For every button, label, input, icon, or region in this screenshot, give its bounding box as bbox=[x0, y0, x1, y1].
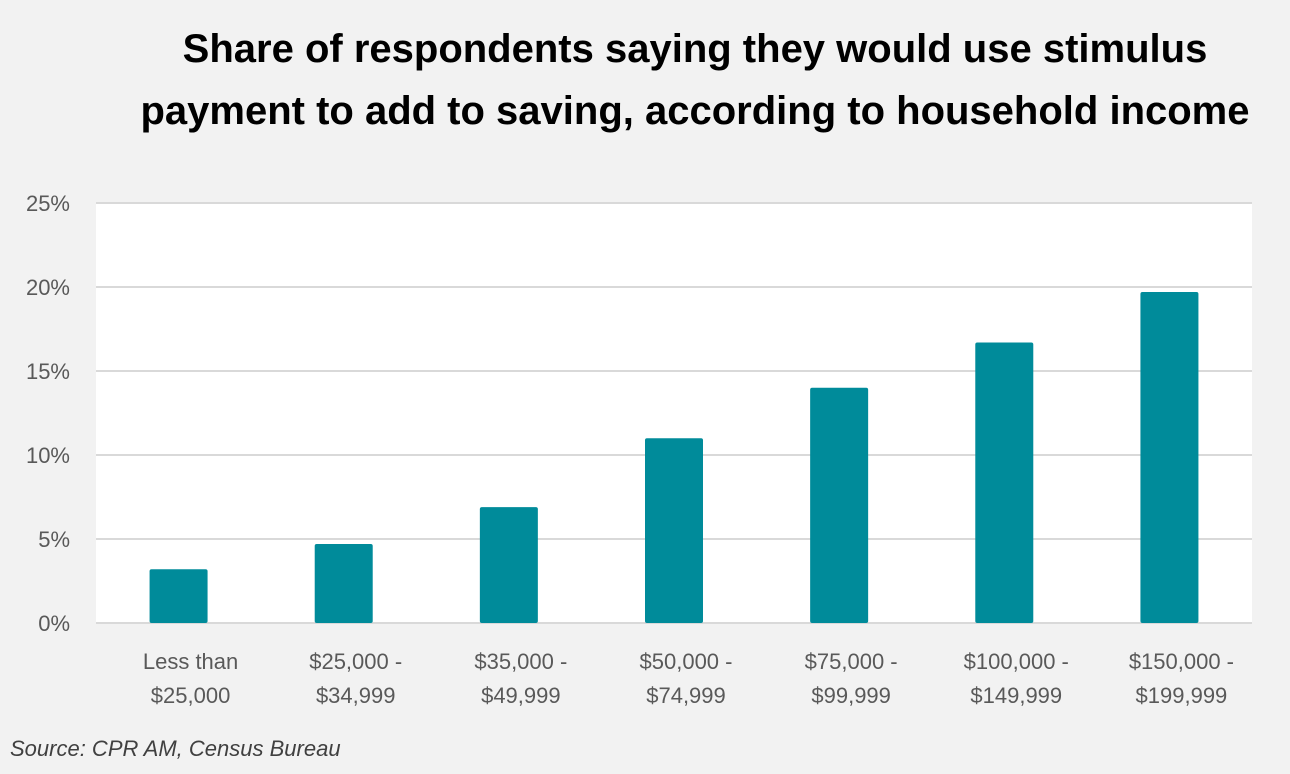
bars bbox=[149, 292, 1199, 623]
x-category-label: $35,000 -$49,999 bbox=[474, 649, 567, 708]
bar bbox=[810, 387, 869, 623]
x-category-label: $75,000 -$99,999 bbox=[805, 649, 898, 708]
bar bbox=[975, 342, 1034, 623]
x-category-label: $25,000 -$34,999 bbox=[309, 649, 402, 708]
bar bbox=[314, 544, 373, 623]
x-category-label: $100,000 -$149,999 bbox=[964, 649, 1069, 708]
bar bbox=[1140, 292, 1199, 623]
x-category-label: $50,000 -$74,999 bbox=[640, 649, 733, 708]
bar bbox=[149, 569, 208, 623]
x-category-label: Less than $25,000 bbox=[143, 649, 238, 708]
y-tick-label: 5% bbox=[38, 527, 70, 552]
y-tick-label: 20% bbox=[26, 275, 70, 300]
bar bbox=[479, 507, 538, 623]
y-tick-label: 10% bbox=[26, 443, 70, 468]
bar bbox=[645, 438, 703, 623]
y-axis-tick-labels: 0% 5% 10% 15% 20% 25% bbox=[26, 191, 70, 636]
source-note: Source: CPR AM, Census Bureau bbox=[10, 736, 341, 761]
chart-title: Share of respondents saying they would u… bbox=[140, 27, 1250, 133]
x-axis-category-labels: Less than $25,000 $25,000 -$34,999 $35,000 … bbox=[143, 649, 1234, 708]
y-tick-label: 25% bbox=[26, 191, 70, 216]
gridlines bbox=[96, 202, 1252, 624]
y-tick-label: 0% bbox=[38, 611, 70, 636]
x-category-label: $150,000 -$199,999 bbox=[1129, 649, 1234, 708]
y-tick-label: 15% bbox=[26, 359, 70, 384]
